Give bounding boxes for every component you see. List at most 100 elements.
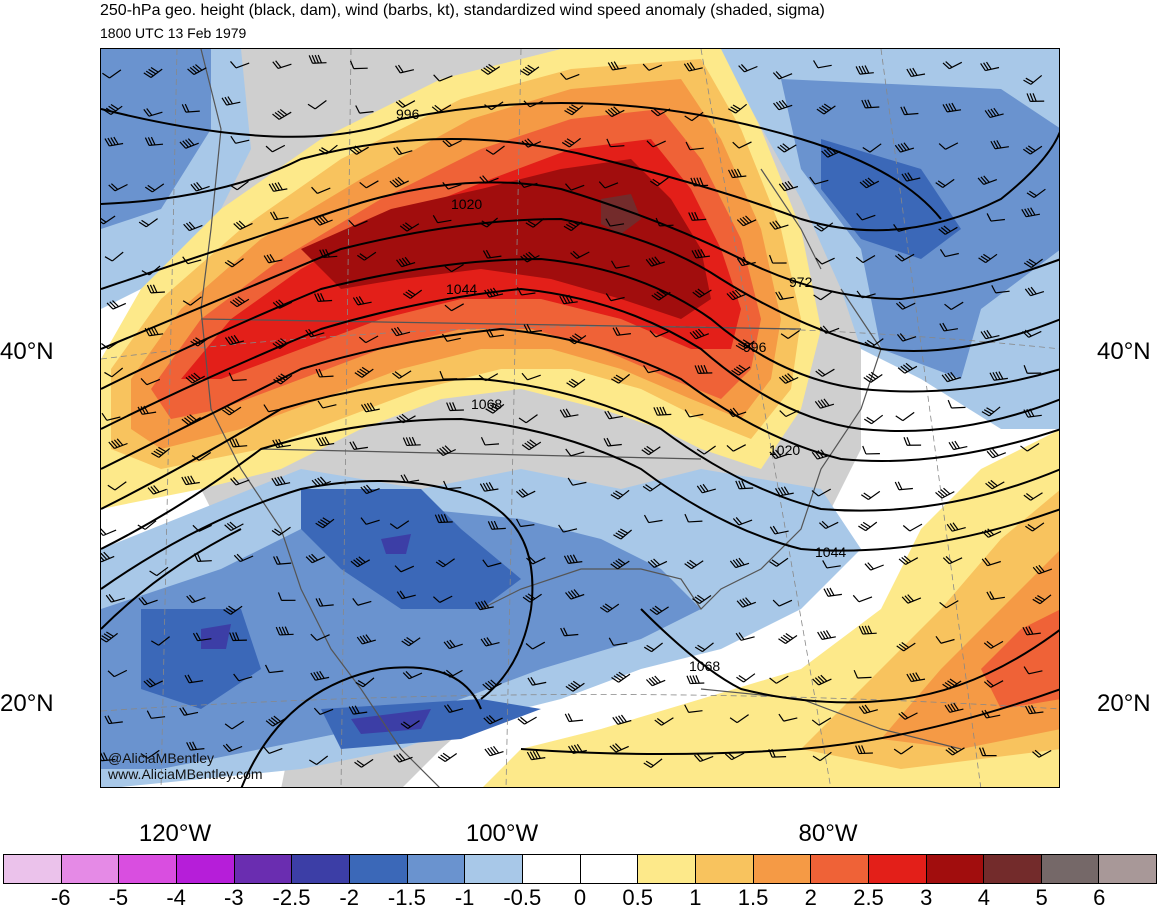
colorbar bbox=[3, 854, 1157, 884]
wind-barb bbox=[484, 287, 504, 298]
wind-barb bbox=[143, 108, 163, 117]
wind-barb bbox=[443, 669, 463, 678]
wind-barbs bbox=[101, 54, 1053, 768]
graticule bbox=[101, 49, 1059, 787]
wind-barb bbox=[104, 251, 124, 262]
wind-barb bbox=[315, 368, 334, 378]
wind-barb bbox=[812, 674, 832, 686]
wind-barb bbox=[769, 220, 789, 230]
height-contours bbox=[101, 102, 1059, 787]
contour-label: 1044 bbox=[815, 544, 846, 560]
wind-barb bbox=[560, 627, 579, 637]
wind-barb bbox=[389, 520, 410, 530]
wind-barb bbox=[692, 594, 712, 604]
wind-barb bbox=[360, 517, 380, 525]
wind-barb bbox=[151, 446, 171, 458]
wind-barb bbox=[735, 632, 755, 641]
wind-barb bbox=[769, 675, 789, 684]
wind-barb bbox=[856, 290, 876, 299]
colorbar-cell bbox=[234, 855, 293, 883]
colorbar-label: 4 bbox=[977, 885, 991, 910]
wind-barb bbox=[305, 328, 325, 338]
wind-barb bbox=[641, 445, 661, 456]
wind-barb bbox=[811, 449, 831, 460]
wind-barb bbox=[985, 479, 1005, 490]
wind-barb bbox=[104, 136, 124, 147]
wind-barb bbox=[389, 176, 409, 188]
wind-barb bbox=[393, 753, 413, 763]
wind-barb bbox=[643, 758, 663, 768]
wind-barb bbox=[604, 410, 624, 420]
wind-barb bbox=[350, 556, 370, 568]
chart-title: 250-hPa geo. height (black, dam), wind (… bbox=[100, 2, 825, 19]
wind-barb bbox=[863, 371, 883, 383]
wind-barb bbox=[732, 517, 753, 526]
wind-barb bbox=[1026, 188, 1046, 199]
colorbar-label: 1.5 bbox=[737, 885, 769, 910]
wind-barb bbox=[310, 670, 330, 681]
wind-barb bbox=[769, 525, 789, 535]
wind-barb bbox=[643, 514, 663, 524]
wind-barb bbox=[518, 180, 538, 189]
wind-barb bbox=[984, 107, 1004, 119]
wind-barb bbox=[856, 212, 876, 221]
wind-barb bbox=[521, 138, 542, 148]
wind-barb bbox=[525, 641, 546, 650]
colorbar-cell bbox=[580, 855, 639, 883]
colorbar-label: 1 bbox=[689, 885, 702, 910]
wind-barb bbox=[941, 371, 961, 383]
wind-barb bbox=[862, 143, 882, 153]
lat-label-20n-left: 20°N bbox=[0, 690, 54, 717]
wind-barb bbox=[401, 637, 421, 647]
wind-barb bbox=[222, 406, 242, 416]
wind-barb bbox=[263, 404, 283, 413]
wind-barb bbox=[483, 714, 503, 725]
wind-barb bbox=[222, 743, 243, 753]
wind-barb bbox=[646, 140, 666, 148]
wind-barb bbox=[893, 745, 914, 755]
wind-barb bbox=[224, 334, 245, 346]
wind-barb bbox=[400, 720, 420, 729]
wind-barb bbox=[980, 61, 1000, 72]
wind-barb bbox=[896, 333, 917, 342]
wind-barb bbox=[612, 714, 632, 725]
wind-barb bbox=[358, 335, 379, 344]
contour-label: 1068 bbox=[689, 658, 720, 674]
wind-barb bbox=[192, 524, 212, 532]
wind-barb bbox=[101, 215, 116, 225]
anomaly-shading bbox=[101, 49, 1059, 787]
wind-barb bbox=[780, 330, 800, 340]
wind-barb bbox=[684, 704, 703, 713]
colorbar-cell bbox=[176, 855, 235, 883]
wind-barb bbox=[768, 748, 787, 758]
wind-barb bbox=[482, 679, 502, 691]
wind-barb bbox=[558, 524, 578, 533]
wind-barb bbox=[599, 603, 620, 613]
wind-barb bbox=[319, 248, 338, 259]
colorbar-label: 3 bbox=[920, 885, 933, 910]
wind-barb bbox=[140, 749, 160, 759]
wind-barb bbox=[478, 373, 499, 382]
wind-barb bbox=[223, 605, 243, 615]
wind-barb bbox=[948, 440, 968, 451]
wind-barb bbox=[518, 414, 538, 424]
wind-barb bbox=[521, 372, 541, 381]
wind-barb bbox=[105, 594, 125, 603]
contour-label: 972 bbox=[789, 274, 813, 290]
wind-barb bbox=[978, 253, 998, 264]
wind-barb bbox=[143, 67, 163, 79]
wind-barb bbox=[137, 405, 157, 415]
wind-barb bbox=[684, 111, 704, 122]
wind-barb bbox=[520, 64, 540, 76]
wind-barb bbox=[855, 745, 873, 755]
wind-barb bbox=[233, 553, 254, 563]
wind-barb bbox=[1023, 408, 1042, 418]
wind-barb bbox=[809, 176, 829, 185]
colorbar-label: -1.5 bbox=[387, 885, 426, 910]
wind-barb bbox=[942, 61, 963, 70]
wind-barb bbox=[360, 484, 380, 495]
wind-barb bbox=[893, 224, 913, 232]
wind-barb bbox=[356, 634, 376, 645]
wind-barb bbox=[894, 253, 915, 262]
colorbar-label: -4 bbox=[166, 885, 186, 910]
